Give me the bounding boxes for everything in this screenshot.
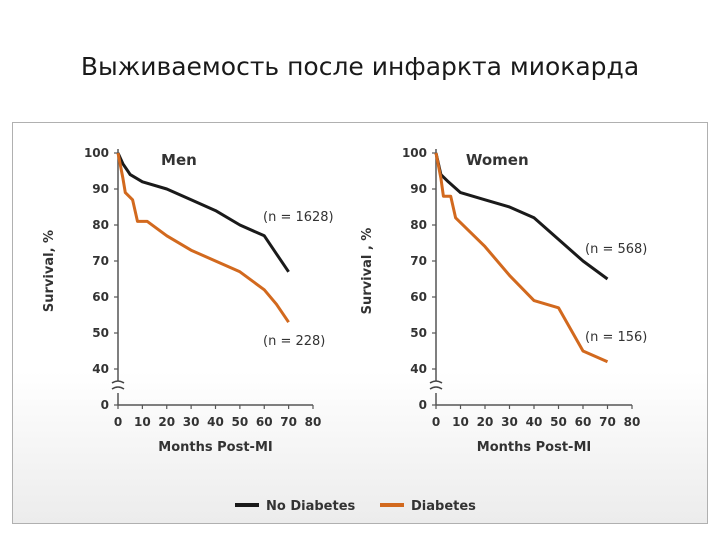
series-line-diabetes	[116, 152, 290, 324]
axis-break-mark	[429, 386, 443, 390]
x-tick-label: 10	[452, 415, 469, 429]
women-chart: 100 90 80 70 60 50 40 00 10 20 30 40 50 60 70 80 Months …	[360, 146, 647, 455]
series-line-diabetes	[434, 152, 609, 364]
y-tick-label: 40	[410, 362, 427, 376]
y-tick-label: 50	[92, 326, 109, 340]
y-tick-label: 100	[84, 146, 109, 160]
x-tick-label: 30	[183, 415, 200, 429]
legend: No Diabetes Diabetes	[235, 499, 476, 514]
y-tick-label: 90	[410, 182, 427, 196]
x-tick-label: 20	[477, 415, 494, 429]
chart-title: Men	[161, 151, 197, 169]
legend-label: No Diabetes	[266, 499, 356, 514]
y-tick-label: 60	[92, 290, 109, 304]
chart-title: Women	[466, 151, 529, 169]
slide-title: Выживаемость после инфаркта миокарда	[80, 52, 640, 81]
x-tick-label: 80	[624, 415, 641, 429]
y-tick-label: 80	[410, 218, 427, 232]
x-tick-label: 0	[432, 415, 440, 429]
y-tick-label: 70	[410, 254, 427, 268]
series-annotation: (n = 156)	[585, 330, 647, 345]
axis-break-mark	[111, 386, 125, 390]
y-tick-label: 50	[410, 326, 427, 340]
series-line-no-diabetes	[434, 152, 609, 281]
x-tick-label: 60	[256, 415, 273, 429]
x-axis-label: Months Post-MI	[477, 440, 591, 455]
x-tick-label: 80	[305, 415, 322, 429]
series-annotation: (n = 1628)	[263, 210, 334, 225]
x-tick-label: 20	[158, 415, 175, 429]
y-axis-label: Survival, %	[42, 230, 57, 312]
y-tick-label: 90	[92, 182, 109, 196]
y-tick-label: 0	[101, 398, 109, 412]
y-tick-label: 60	[410, 290, 427, 304]
x-tick-label: 10	[134, 415, 151, 429]
y-tick-label: 0	[419, 398, 427, 412]
y-tick-label: 80	[92, 218, 109, 232]
y-tick-label: 100	[402, 146, 427, 160]
x-axis-label: Months Post-MI	[158, 440, 272, 455]
series-annotation: (n = 568)	[585, 242, 647, 257]
x-tick-label: 0	[114, 415, 122, 429]
x-tick-label: 30	[501, 415, 518, 429]
x-tick-label: 50	[232, 415, 249, 429]
y-tick-label: 40	[92, 362, 109, 376]
series-line-no-diabetes	[116, 152, 290, 273]
legend-label: Diabetes	[411, 499, 476, 514]
figure-panel: 100 90 80 70 60 50 40 0 0 10 20 30 40 50 60 70 80 Months …	[12, 122, 708, 524]
x-tick-label: 70	[599, 415, 616, 429]
men-chart: 100 90 80 70 60 50 40 00 10 20 30 40 50 60 70 80 Months …	[42, 146, 334, 455]
x-tick-label: 50	[550, 415, 567, 429]
x-tick-label: 40	[526, 415, 543, 429]
y-axis-label: Survival , %	[360, 228, 375, 315]
series-annotation: (n = 228)	[263, 334, 325, 349]
axis-break-mark	[429, 380, 443, 384]
y-tick-label: 70	[92, 254, 109, 268]
x-tick-label: 40	[207, 415, 224, 429]
axis-break-mark	[111, 380, 125, 384]
x-tick-label: 70	[280, 415, 297, 429]
x-tick-label: 60	[575, 415, 592, 429]
